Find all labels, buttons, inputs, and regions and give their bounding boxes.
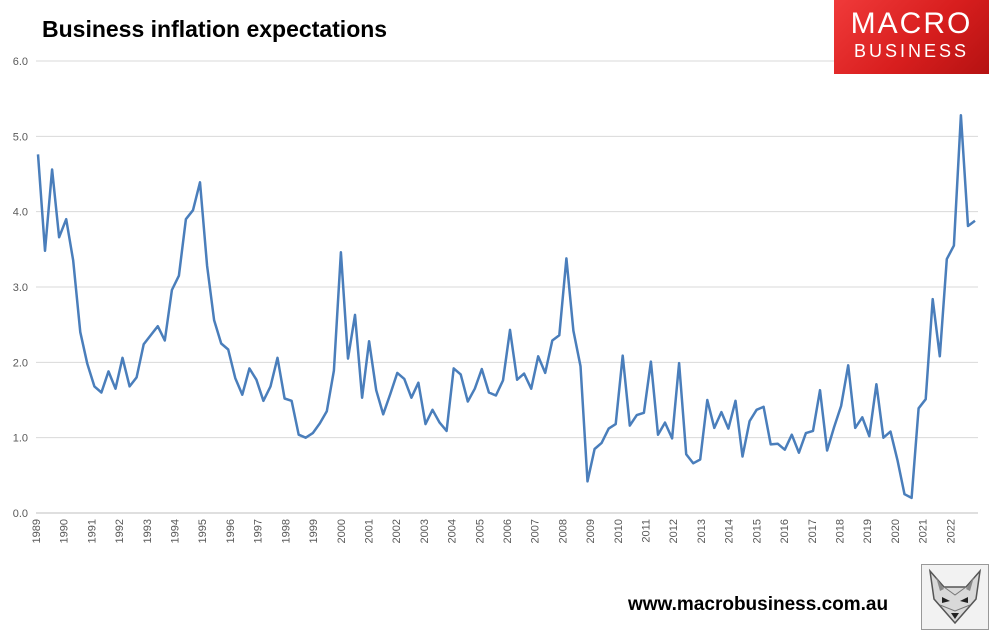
x-tick-label: 2003 bbox=[419, 519, 431, 543]
x-tick-label: 2019 bbox=[862, 519, 874, 543]
x-tick-label: 2016 bbox=[779, 519, 791, 543]
x-tick-label: 1989 bbox=[31, 519, 43, 543]
y-tick-label: 0.0 bbox=[13, 508, 28, 520]
website-url: www.macrobusiness.com.au bbox=[628, 594, 889, 615]
x-tick-label: 2014 bbox=[724, 519, 736, 543]
x-tick-label: 2022 bbox=[945, 519, 957, 543]
x-tick-label: 1999 bbox=[308, 519, 320, 543]
x-tick-label: 2017 bbox=[807, 519, 819, 543]
x-tick-label: 2000 bbox=[336, 519, 348, 543]
y-tick-label: 5.0 bbox=[13, 131, 28, 143]
x-axis-tick-labels: 1989 1990 1991 1992 1993 1994 1995 1996 1997 1998… bbox=[31, 519, 957, 543]
series-layer bbox=[36, 113, 976, 500]
logo-line-2: BUSINESS bbox=[853, 41, 970, 61]
x-tick-label: 1997 bbox=[253, 519, 265, 543]
x-tick-label: 2012 bbox=[668, 519, 680, 543]
x-tick-label: 1994 bbox=[170, 519, 182, 543]
fox-head-icon bbox=[921, 564, 989, 630]
macro-business-logo: MACRO BUSINESS bbox=[834, 0, 989, 74]
x-tick-label: 2011 bbox=[641, 519, 653, 543]
logo-line-1: MACRO bbox=[850, 7, 973, 40]
series-line bbox=[36, 113, 976, 500]
x-tick-label: 1995 bbox=[197, 519, 209, 543]
x-tick-label: 1990 bbox=[59, 519, 71, 543]
x-tick-label: 2018 bbox=[834, 519, 846, 543]
x-tick-label: 2004 bbox=[447, 519, 459, 543]
x-tick-label: 2010 bbox=[613, 519, 625, 543]
x-tick-label: 1991 bbox=[86, 519, 98, 543]
x-tick-label: 2006 bbox=[502, 519, 514, 543]
x-tick-label: 2009 bbox=[585, 519, 597, 543]
y-tick-label: 1.0 bbox=[13, 433, 28, 445]
x-tick-label: 1998 bbox=[280, 519, 292, 543]
x-tick-label: 2008 bbox=[557, 519, 569, 543]
x-tick-label: 2013 bbox=[696, 519, 708, 543]
x-tick-label: 1993 bbox=[142, 519, 154, 543]
gridlines bbox=[36, 60, 978, 439]
y-axis-tick-labels: 0.0 1.0 2.0 3.0 4.0 5.0 6.0 bbox=[13, 56, 28, 520]
y-tick-label: 4.0 bbox=[13, 207, 28, 219]
x-tick-label: 2007 bbox=[530, 519, 542, 543]
x-tick-label: 2002 bbox=[391, 519, 403, 543]
x-tick-label: 2015 bbox=[751, 519, 763, 543]
x-tick-label: 1996 bbox=[225, 519, 237, 543]
y-tick-label: 3.0 bbox=[13, 282, 28, 294]
x-tick-label: 2001 bbox=[363, 519, 375, 543]
x-tick-label: 2021 bbox=[918, 519, 930, 543]
x-tick-label: 2020 bbox=[890, 519, 902, 543]
chart-title: Business inflation expectations bbox=[42, 16, 388, 42]
y-tick-label: 2.0 bbox=[13, 357, 28, 369]
y-tick-label: 6.0 bbox=[13, 56, 28, 68]
x-tick-label: 1992 bbox=[114, 519, 126, 543]
x-tick-label: 2005 bbox=[474, 519, 486, 543]
